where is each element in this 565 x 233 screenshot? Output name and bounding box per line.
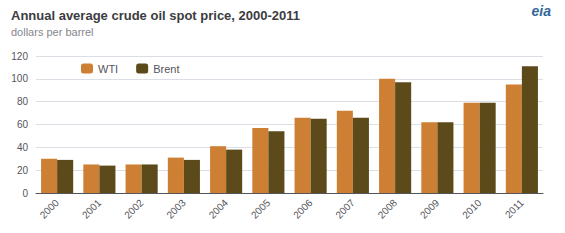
svg-text:40: 40 — [17, 142, 29, 153]
svg-text:2000: 2000 — [38, 197, 62, 221]
svg-text:2002: 2002 — [122, 197, 146, 221]
svg-text:dollars per barrel: dollars per barrel — [11, 26, 94, 38]
svg-text:2006: 2006 — [291, 197, 315, 221]
svg-text:2010: 2010 — [460, 197, 484, 221]
svg-text:2011: 2011 — [503, 197, 526, 220]
svg-text:20: 20 — [17, 165, 29, 176]
svg-text:2005: 2005 — [249, 197, 273, 221]
svg-text:Annual average crude oil spot: Annual average crude oil spot price, 200… — [11, 8, 300, 23]
svg-text:100: 100 — [11, 73, 28, 84]
svg-text:2009: 2009 — [418, 197, 442, 221]
svg-text:2004: 2004 — [207, 197, 231, 221]
svg-text:2008: 2008 — [376, 197, 400, 221]
svg-text:Brent: Brent — [153, 63, 179, 75]
svg-text:2003: 2003 — [164, 197, 188, 221]
svg-text:2007: 2007 — [333, 197, 357, 221]
svg-text:0: 0 — [22, 188, 28, 199]
svg-text:2001: 2001 — [80, 197, 104, 221]
svg-text:WTI: WTI — [98, 63, 118, 75]
svg-text:60: 60 — [17, 119, 29, 130]
svg-text:eia: eia — [532, 3, 552, 19]
svg-text:120: 120 — [11, 51, 28, 62]
svg-text:80: 80 — [17, 96, 29, 107]
